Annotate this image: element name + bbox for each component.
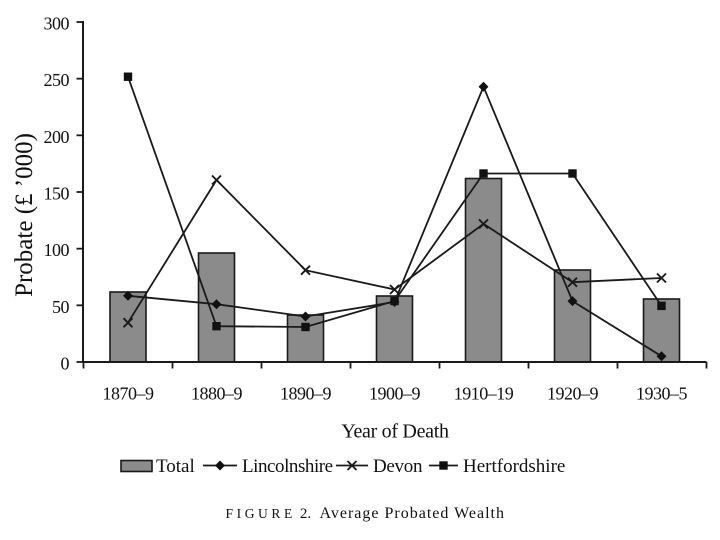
svg-text:Average Probated Wealth: Average Probated Wealth (320, 505, 506, 522)
svg-text:1920–9: 1920–9 (547, 384, 599, 404)
svg-text:50: 50 (52, 297, 70, 317)
svg-text:1880–9: 1880–9 (191, 384, 243, 404)
svg-text:1870–9: 1870–9 (103, 384, 155, 404)
svg-text:0: 0 (61, 354, 70, 374)
svg-text:1910–19: 1910–19 (454, 384, 514, 404)
svg-text:1900–9: 1900–9 (369, 384, 421, 404)
svg-text:Devon: Devon (373, 456, 423, 477)
svg-text:1890–9: 1890–9 (280, 384, 332, 404)
svg-text:Hertfordshire: Hertfordshire (463, 456, 565, 477)
svg-text:150: 150 (44, 184, 70, 204)
svg-text:1930–5: 1930–5 (636, 384, 688, 404)
svg-text:250: 250 (44, 70, 70, 90)
svg-text:Probate (£ ’000): Probate (£ ’000) (11, 133, 38, 297)
svg-text:100: 100 (44, 240, 70, 260)
svg-text:Lincolnshire: Lincolnshire (242, 456, 333, 477)
svg-text:200: 200 (44, 127, 70, 147)
svg-text:300: 300 (44, 14, 70, 34)
svg-text:Year of Death: Year of Death (341, 421, 449, 443)
svg-text:Total: Total (156, 456, 195, 477)
